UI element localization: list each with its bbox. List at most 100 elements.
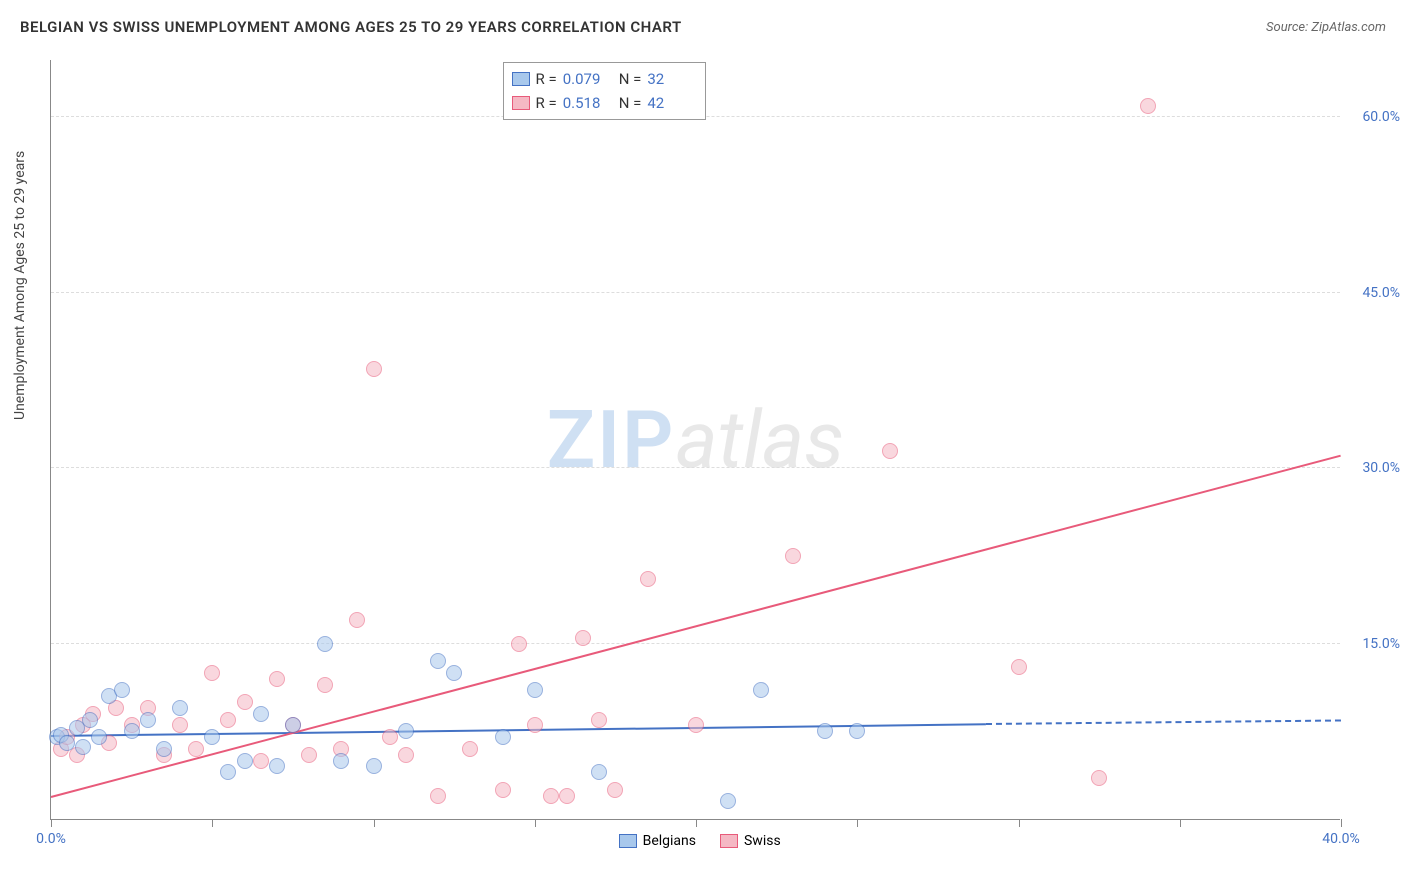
data-point bbox=[430, 788, 446, 804]
legend-swatch bbox=[512, 72, 530, 86]
x-tick bbox=[374, 819, 375, 827]
legend-row: R = 0.518 N = 42 bbox=[512, 91, 698, 115]
data-point bbox=[398, 747, 414, 763]
r-label: R = bbox=[536, 70, 557, 88]
watermark-zip: ZIP bbox=[547, 393, 676, 487]
trend-line bbox=[51, 723, 986, 737]
data-point bbox=[59, 735, 75, 751]
x-tick-label: 40.0% bbox=[1322, 831, 1360, 847]
data-point bbox=[317, 636, 333, 652]
data-point bbox=[495, 782, 511, 798]
x-tick bbox=[696, 819, 697, 827]
r-label: R = bbox=[536, 94, 557, 112]
data-point bbox=[785, 548, 801, 564]
data-point bbox=[114, 682, 130, 698]
n-label: N = bbox=[619, 70, 642, 88]
legend-label: Belgians bbox=[643, 833, 696, 849]
x-tick bbox=[1019, 819, 1020, 827]
data-point bbox=[82, 712, 98, 728]
data-point bbox=[156, 741, 172, 757]
source-attribution: Source: ZipAtlas.com bbox=[1266, 20, 1386, 35]
n-value: 42 bbox=[647, 94, 697, 112]
data-point bbox=[753, 682, 769, 698]
data-point bbox=[543, 788, 559, 804]
chart-title: BELGIAN VS SWISS UNEMPLOYMENT AMONG AGES… bbox=[20, 18, 682, 36]
y-tick-label: 45.0% bbox=[1362, 285, 1400, 301]
y-tick-label: 15.0% bbox=[1362, 636, 1400, 652]
y-tick-label: 30.0% bbox=[1362, 460, 1400, 476]
data-point bbox=[220, 764, 236, 780]
data-point bbox=[720, 793, 736, 809]
data-point bbox=[333, 753, 349, 769]
legend-item: Belgians bbox=[619, 833, 696, 849]
legend-item: Swiss bbox=[720, 833, 781, 849]
x-tick bbox=[857, 819, 858, 827]
data-point bbox=[140, 712, 156, 728]
r-value: 0.518 bbox=[563, 94, 613, 112]
x-tick bbox=[535, 819, 536, 827]
data-point bbox=[640, 571, 656, 587]
y-tick-label: 60.0% bbox=[1362, 109, 1400, 125]
data-point bbox=[575, 630, 591, 646]
data-point bbox=[527, 717, 543, 733]
data-point bbox=[253, 706, 269, 722]
data-point bbox=[527, 682, 543, 698]
r-value: 0.079 bbox=[563, 70, 613, 88]
data-point bbox=[591, 764, 607, 780]
data-point bbox=[366, 758, 382, 774]
legend-swatch bbox=[619, 834, 637, 848]
data-point bbox=[124, 723, 140, 739]
data-point bbox=[91, 729, 107, 745]
data-point bbox=[204, 665, 220, 681]
data-point bbox=[688, 717, 704, 733]
data-point bbox=[301, 747, 317, 763]
gridline bbox=[51, 643, 1340, 644]
legend-row: R = 0.079 N = 32 bbox=[512, 67, 698, 91]
data-point bbox=[446, 665, 462, 681]
gridline bbox=[51, 292, 1340, 293]
legend-swatch bbox=[720, 834, 738, 848]
data-point bbox=[398, 723, 414, 739]
x-tick bbox=[1341, 819, 1342, 827]
gridline bbox=[51, 467, 1340, 468]
trend-line bbox=[986, 720, 1341, 726]
data-point bbox=[188, 741, 204, 757]
data-point bbox=[1011, 659, 1027, 675]
data-point bbox=[349, 612, 365, 628]
data-point bbox=[559, 788, 575, 804]
n-label: N = bbox=[619, 94, 642, 112]
data-point bbox=[269, 671, 285, 687]
n-value: 32 bbox=[647, 70, 697, 88]
data-point bbox=[382, 729, 398, 745]
data-point bbox=[430, 653, 446, 669]
data-point bbox=[269, 758, 285, 774]
x-tick bbox=[212, 819, 213, 827]
correlation-legend: R = 0.079 N = 32 R = 0.518 N = 42 bbox=[503, 62, 707, 120]
data-point bbox=[1140, 98, 1156, 114]
data-point bbox=[253, 753, 269, 769]
x-tick-label: 0.0% bbox=[36, 831, 66, 847]
data-point bbox=[462, 741, 478, 757]
x-tick bbox=[1180, 819, 1181, 827]
legend-label: Swiss bbox=[744, 833, 781, 849]
trend-line bbox=[51, 455, 1342, 798]
legend-swatch bbox=[512, 96, 530, 110]
data-point bbox=[317, 677, 333, 693]
data-point bbox=[366, 361, 382, 377]
data-point bbox=[607, 782, 623, 798]
watermark: ZIPatlas bbox=[547, 393, 844, 487]
data-point bbox=[495, 729, 511, 745]
data-point bbox=[1091, 770, 1107, 786]
y-axis-label: Unemployment Among Ages 25 to 29 years bbox=[12, 151, 28, 420]
data-point bbox=[511, 636, 527, 652]
data-point bbox=[75, 739, 91, 755]
watermark-atlas: atlas bbox=[675, 393, 844, 487]
data-point bbox=[172, 717, 188, 733]
series-legend: Belgians Swiss bbox=[619, 833, 781, 849]
data-point bbox=[591, 712, 607, 728]
data-point bbox=[172, 700, 188, 716]
data-point bbox=[204, 729, 220, 745]
x-tick bbox=[51, 819, 52, 827]
plot-area: ZIPatlas 15.0%30.0%45.0%60.0%0.0%40.0%R … bbox=[50, 60, 1340, 820]
data-point bbox=[849, 723, 865, 739]
